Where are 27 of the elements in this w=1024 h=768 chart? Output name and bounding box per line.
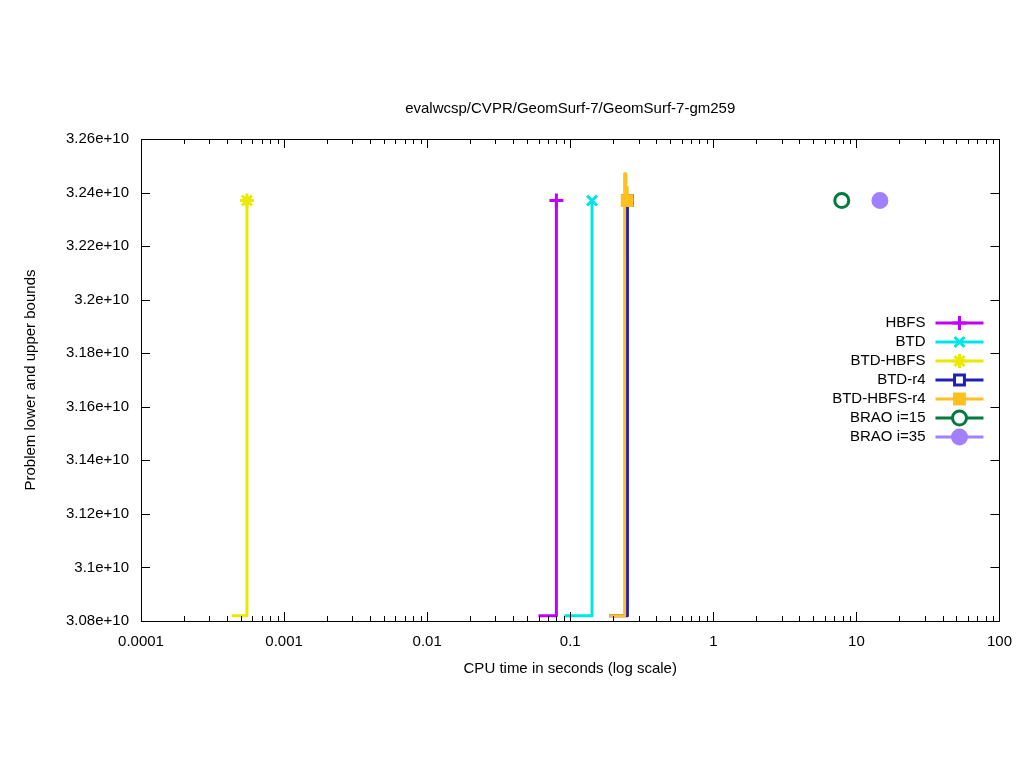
y-tick-label: 3.16e+10 (66, 396, 129, 414)
y-tick-label: 3.12e+10 (66, 504, 129, 522)
x-tick-label: 0.0001 (118, 632, 164, 650)
y-tick-label: 3.26e+10 (66, 129, 129, 147)
x-tick-label: 1 (709, 632, 718, 650)
y-tick-label: 3.14e+10 (66, 450, 129, 468)
y-tick-label: 3.08e+10 (66, 611, 129, 629)
y-tick-label: 3.2e+10 (74, 289, 129, 307)
x-axis-title: CPU time in seconds (log scale) (463, 659, 677, 677)
y-axis-title: Problem lower and upper bounds (21, 269, 39, 491)
legend-label: HBFS (885, 313, 926, 331)
y-tick-label: 3.24e+10 (66, 182, 129, 200)
y-tick-label: 3.1e+10 (74, 557, 129, 575)
x-tick-label: 100 (986, 632, 1012, 650)
x-tick-label: 0.1 (559, 632, 581, 650)
y-tick-label: 3.22e+10 (66, 236, 129, 254)
y-tick-label: 3.18e+10 (66, 343, 129, 361)
legend-label: BTD-HBFS (850, 351, 926, 369)
legend-label: BTD-r4 (877, 370, 926, 388)
legend-label: BRAO i=15 (850, 408, 926, 426)
x-tick-label: 0.001 (265, 632, 303, 650)
legend-label: BTD (895, 332, 926, 350)
x-tick-label: 10 (848, 632, 865, 650)
legend-label: BTD-HBFS-r4 (832, 389, 926, 407)
x-tick-label: 0.01 (412, 632, 442, 650)
chart-title: evalwcsp/CVPR/GeomSurf-7/GeomSurf-7-gm259 (405, 99, 736, 117)
legend-label: BRAO i=35 (850, 427, 926, 445)
